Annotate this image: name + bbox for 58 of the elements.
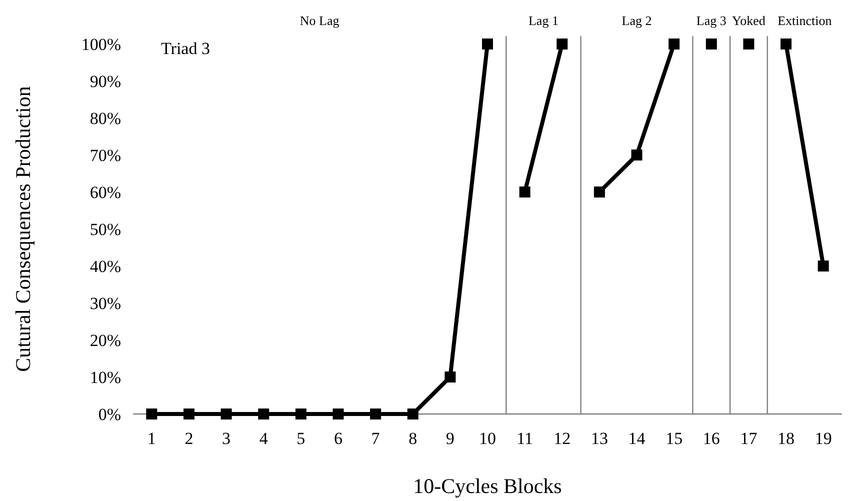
x-tick-label: 6 — [334, 429, 342, 448]
point — [183, 408, 194, 420]
x-tick-label: 19 — [814, 429, 832, 448]
point — [706, 38, 717, 50]
point — [444, 372, 456, 382]
point — [594, 186, 605, 198]
text: Yoked — [732, 13, 766, 28]
point — [146, 408, 158, 420]
point — [743, 38, 754, 50]
text: Lag 1 — [528, 13, 558, 28]
x-tick-label: 2 — [184, 429, 194, 448]
x-tick-label: 13 — [590, 429, 608, 448]
y-tick-label: 60% — [90, 182, 121, 202]
x-tick-label: 10 — [479, 429, 496, 448]
text: Lag 3 — [696, 13, 726, 28]
x-tick-label: 4 — [259, 429, 268, 448]
point — [668, 38, 680, 50]
x-tick-label: 7 — [371, 429, 380, 448]
y-tick-label: 10% — [90, 368, 121, 387]
point — [370, 408, 382, 420]
point — [332, 408, 344, 420]
x-axis-title: 10-Cycles Blocks — [413, 474, 562, 498]
text: Lag 2 — [622, 13, 652, 28]
x-tick-label: 5 — [296, 429, 306, 448]
y-axis-title: Cutural Consequences Production — [11, 86, 35, 372]
point — [407, 408, 418, 420]
y-tick-label: 80% — [90, 108, 121, 128]
chart-title: Triad 3 — [161, 39, 210, 58]
x-tick-label: 12 — [554, 429, 571, 448]
y-tick-label: 100% — [81, 34, 121, 54]
point — [482, 38, 493, 50]
text: Extinction — [778, 13, 832, 28]
point — [556, 38, 568, 50]
point — [780, 38, 792, 50]
point — [818, 260, 829, 272]
y-tick-label: 20% — [90, 330, 121, 350]
y-tick-label: 0% — [98, 404, 121, 424]
x-tick-label: 17 — [740, 429, 758, 448]
y-tick-label: 30% — [90, 294, 121, 313]
y-tick-label: 50% — [90, 220, 121, 239]
point — [631, 150, 642, 160]
x-tick-label: 11 — [516, 429, 534, 448]
x-tick-label: 3 — [222, 429, 231, 448]
point — [220, 408, 232, 420]
text: No Lag — [300, 13, 340, 28]
x-tick-label: 14 — [628, 429, 646, 448]
y-tick-label: 40% — [90, 256, 121, 276]
y-tick-label: 90% — [90, 72, 121, 91]
y-tick-label: 70% — [90, 146, 121, 165]
x-tick-label: 18 — [778, 429, 795, 448]
x-tick-label: 1 — [147, 429, 156, 448]
point — [295, 408, 306, 420]
point — [258, 408, 270, 420]
x-tick-label: 8 — [408, 429, 418, 448]
point — [519, 186, 530, 198]
x-tick-label: 9 — [446, 429, 454, 448]
x-tick-label: 15 — [666, 429, 683, 448]
x-tick-label: 16 — [702, 429, 720, 448]
